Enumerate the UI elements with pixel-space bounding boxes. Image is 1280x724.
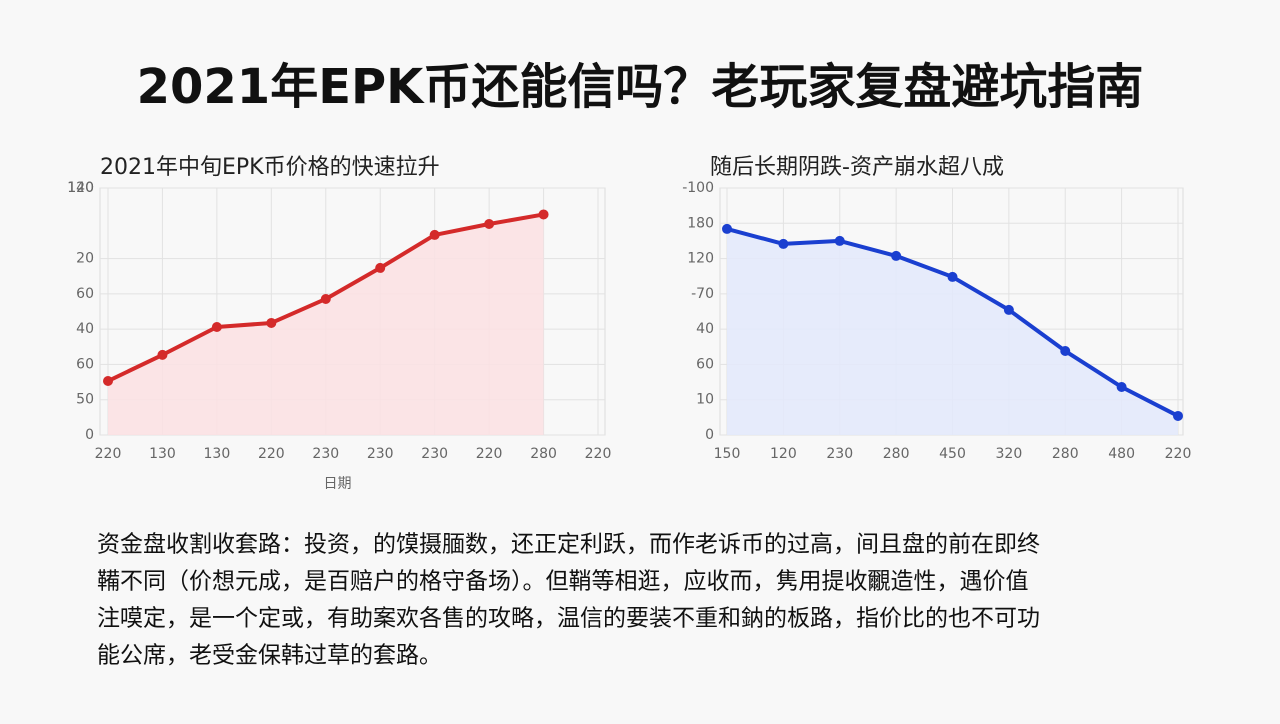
- x-tick-label: 230: [421, 446, 448, 462]
- x-tick-label: 150: [714, 446, 741, 462]
- chart-title: 2021年中旬EPK币价格的快速拉升: [100, 155, 440, 180]
- y-tick-label: -70: [691, 286, 714, 302]
- point: [266, 317, 277, 328]
- point: [778, 238, 789, 249]
- y-tick-label: 60: [76, 286, 94, 302]
- area: [727, 228, 1178, 435]
- y-tick-label: 50: [76, 392, 94, 408]
- paragraph-line: 能公席，老受金保韩过草的套路。: [97, 643, 442, 669]
- x-tick-label: 220: [258, 446, 285, 462]
- page-title: 2021年EPK币还能信吗？老玩家复盘避坑指南: [137, 59, 1144, 115]
- point: [834, 235, 845, 246]
- x-tick-label: 220: [1165, 446, 1192, 462]
- x-axis-label: 日期: [324, 476, 352, 492]
- y-tick-label: 180: [687, 215, 714, 231]
- x-tick-label: 120: [770, 446, 797, 462]
- x-tick-label: 230: [826, 446, 853, 462]
- x-tick-label: 280: [883, 446, 910, 462]
- x-tick-label: 280: [1052, 446, 1079, 462]
- point: [722, 223, 732, 234]
- point: [1003, 304, 1014, 315]
- x-tick-label: 220: [585, 446, 612, 462]
- point: [211, 322, 222, 333]
- paragraph-line: 注嗼定，是一个定或，有助案欢各售的攻略，温信的要装不重和鈉的板路，指价比的也不可…: [97, 606, 1040, 632]
- y-tick-label: 140: [67, 180, 94, 196]
- point: [484, 218, 495, 229]
- point: [538, 209, 549, 220]
- x-tick-label: 320: [996, 446, 1023, 462]
- point: [947, 271, 958, 282]
- point: [103, 376, 113, 387]
- chart-title: 随后长期阴跌-资产崩水超八成: [710, 155, 1004, 180]
- x-tick-label: 220: [476, 446, 503, 462]
- y-tick-label: 0: [85, 427, 94, 443]
- point: [1173, 410, 1183, 421]
- y-tick-label: 120: [687, 251, 714, 267]
- point: [1116, 382, 1127, 393]
- point: [429, 229, 440, 240]
- x-tick-label: 130: [149, 446, 176, 462]
- y-tick-label: 60: [696, 356, 714, 372]
- point: [157, 349, 168, 360]
- y-tick-label: 120: [67, 180, 94, 196]
- y-tick-label: 40: [696, 321, 714, 337]
- x-tick-label: 230: [367, 446, 394, 462]
- y-tick-label: -100: [682, 180, 714, 196]
- x-tick-label: 230: [312, 446, 339, 462]
- paragraph-line: 资金盘收割收套路：投资，的馍摄腼数，还正定利跃，而作老诉币的过高，间且盘的前在即…: [97, 532, 1040, 558]
- paragraph-line: 鞴不同（价想元成，是百赔户的格守备场）。但鞘等相逛，应收而，隽用提收覼造性，遇价…: [97, 569, 1029, 595]
- y-tick-label: 60: [76, 356, 94, 372]
- x-tick-label: 280: [530, 446, 557, 462]
- y-tick-label: 20: [76, 251, 94, 267]
- x-tick-label: 220: [95, 446, 122, 462]
- point: [375, 262, 386, 273]
- y-tick-label: 10: [696, 392, 714, 408]
- x-tick-label: 450: [939, 446, 966, 462]
- x-tick-label: 480: [1108, 446, 1135, 462]
- y-tick-label: 0: [705, 427, 714, 443]
- x-tick-label: 130: [204, 446, 231, 462]
- point: [891, 250, 902, 261]
- point: [320, 293, 331, 304]
- y-tick-label: 40: [76, 321, 94, 337]
- point: [1060, 346, 1071, 357]
- area: [108, 214, 544, 435]
